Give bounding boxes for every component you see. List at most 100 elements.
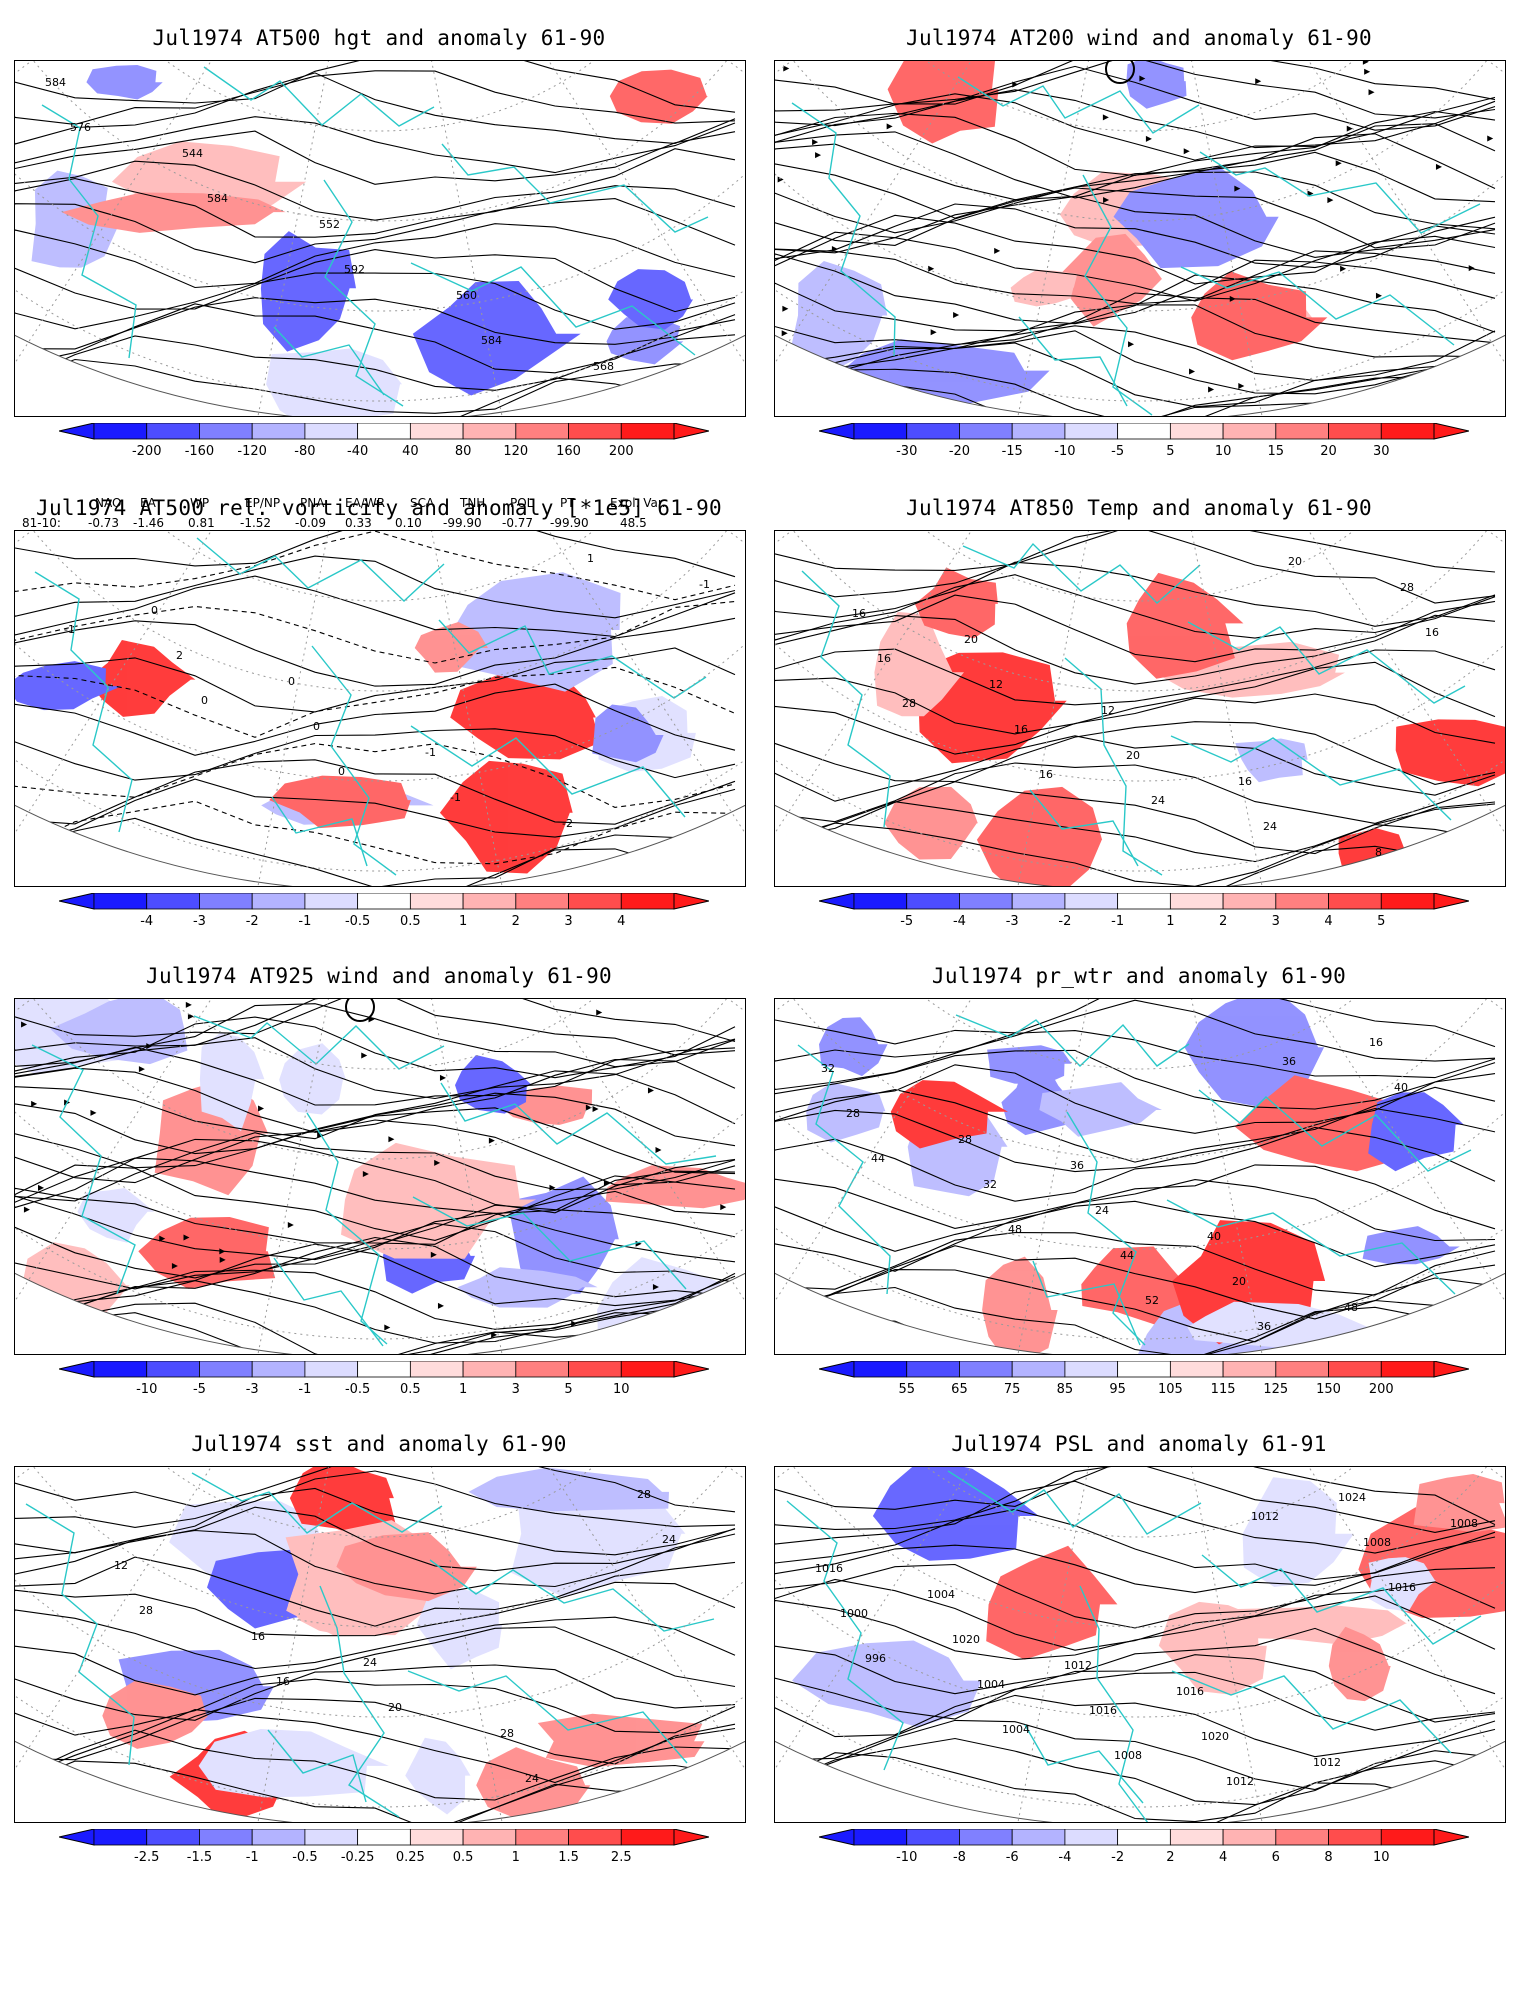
index-value: -99.90 <box>443 516 482 530</box>
contour-label: 12 <box>114 1559 128 1572</box>
map-field-p2 <box>775 61 1496 416</box>
colorbar-segment <box>409 422 464 440</box>
negative-anomaly-area <box>15 661 122 711</box>
colorbar-segment <box>199 892 253 910</box>
map-p5 <box>14 998 746 1355</box>
colorbar-segment <box>146 1360 200 1378</box>
wind-arrowhead <box>815 152 822 159</box>
contour-label: 544 <box>182 147 203 160</box>
colorbar-segment <box>199 1360 253 1378</box>
positive-anomaly-area <box>439 760 573 874</box>
coastline <box>196 537 445 602</box>
negative-anomaly-area <box>1242 1477 1354 1587</box>
coastline <box>41 104 137 359</box>
index-value: 48.5 <box>620 516 647 530</box>
colorbar-segment <box>462 892 517 910</box>
positive-anomaly-area <box>476 1747 591 1820</box>
contour-label: 1024 <box>1338 1491 1366 1504</box>
colorbar-right-arrow <box>673 422 710 440</box>
contour-label: 1012 <box>1226 1775 1254 1788</box>
wind-arrowhead <box>781 330 788 337</box>
negative-anomaly-area <box>1362 1226 1460 1265</box>
colorbar-segment <box>1117 1828 1171 1846</box>
colorbar-p8: -10 -8 -6 -4 -2 2 4 6 8 10 <box>818 1828 1470 1875</box>
colorbar-segment <box>568 1828 622 1846</box>
contour-label: 1004 <box>927 1588 955 1601</box>
wind-arrowhead <box>571 1320 578 1327</box>
wind-arrowhead <box>655 1147 662 1154</box>
contour-label: 560 <box>456 289 477 302</box>
contour-label: 44 <box>1120 1249 1134 1262</box>
index-header: NAO <box>95 496 122 510</box>
anomaly-shading <box>15 572 696 874</box>
colorbar-segment <box>853 422 908 440</box>
colorbar-tick-label: 5 <box>564 1382 572 1397</box>
colorbar-tick-label: 150 <box>1316 1382 1341 1397</box>
positive-anomaly-area <box>982 1256 1058 1354</box>
wind-arrowhead <box>585 1104 592 1111</box>
colorbar-tick-label: 20 <box>1320 444 1337 459</box>
contour-line <box>775 1179 1496 1252</box>
colorbar-segment <box>853 1828 908 1846</box>
wind-arrowhead <box>185 1001 192 1008</box>
contour-label: 16 <box>1039 768 1053 781</box>
colorbar-tick-label: 4 <box>617 914 625 929</box>
wind-arrowhead <box>1335 160 1342 167</box>
contour-label: 16 <box>877 652 891 665</box>
coastline <box>323 179 404 407</box>
colorbar-tick-label: 0.25 <box>396 1850 425 1865</box>
wind-arrowhead <box>388 1136 395 1143</box>
wind-arrowhead <box>1340 265 1347 272</box>
contour-line <box>15 800 736 865</box>
colorbar-left-arrow <box>58 422 95 440</box>
contour-line <box>775 1737 1496 1806</box>
negative-anomaly-area <box>1126 61 1187 109</box>
colorbar-segment <box>1169 1828 1224 1846</box>
map-p3: 0 0 -1 -2 -1 2 0 -1 1 -1 0 0 <box>14 530 746 887</box>
colorbar-tick-label: 2 <box>1166 1850 1174 1865</box>
wind-arrowhead <box>1327 197 1334 204</box>
coastline <box>271 796 368 867</box>
colorbar-segment <box>1117 1360 1171 1378</box>
contour-label: 40 <box>1207 1230 1221 1243</box>
colorbar-left-arrow <box>818 892 855 910</box>
colorbar-segment <box>1064 1828 1119 1846</box>
positive-anomaly-area <box>976 786 1103 886</box>
colorbar-segment <box>304 892 359 910</box>
wind-arrowhead <box>886 123 893 130</box>
colorbar-tick-label: 160 <box>556 444 581 459</box>
colorbar-tick-label: 0.5 <box>400 1382 421 1397</box>
wind-arrowhead <box>596 1009 603 1016</box>
contour-line <box>775 110 1496 177</box>
index-header: EA/WR <box>345 496 386 510</box>
graticule <box>15 61 745 416</box>
wind-arrowhead <box>1103 197 1110 204</box>
contour-label: 584 <box>45 76 66 89</box>
coastline <box>791 102 896 357</box>
contour-line <box>15 1609 736 1670</box>
contour-line <box>15 743 736 808</box>
contour-label: -1 <box>699 578 710 591</box>
contour-label: 24 <box>363 1656 377 1669</box>
colorbar-segment <box>1275 422 1329 440</box>
wind-arrowhead <box>783 65 790 72</box>
contour-line <box>775 1627 1496 1695</box>
wind-arrowhead <box>994 247 1001 254</box>
colorbar-segment <box>620 1360 675 1378</box>
colorbar-left-arrow <box>818 422 855 440</box>
colorbar-segment <box>620 1828 675 1846</box>
negative-anomaly-area <box>1184 999 1325 1110</box>
contour-line <box>775 133 1496 201</box>
wind-arrowhead <box>904 406 911 413</box>
colorbar-segment <box>251 1828 306 1846</box>
contour-label: -2 <box>562 817 573 830</box>
colorbar-segment <box>357 1360 411 1378</box>
map-canvas-p2 <box>775 61 1505 416</box>
colorbar-segment <box>515 892 569 910</box>
contour-line <box>775 561 1496 627</box>
contour-label: 36 <box>1070 1159 1084 1172</box>
colorbar-tick-label: 65 <box>951 1382 968 1397</box>
contour-label: 568 <box>593 360 614 373</box>
contour-label: 1 <box>587 552 594 565</box>
